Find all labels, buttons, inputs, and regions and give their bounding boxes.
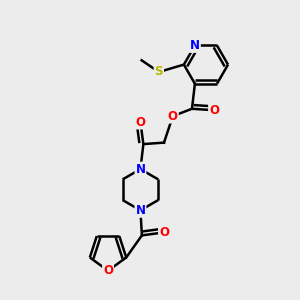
Text: O: O <box>103 264 113 277</box>
Text: S: S <box>154 65 163 79</box>
Text: N: N <box>135 204 146 217</box>
Text: N: N <box>135 163 146 176</box>
Text: O: O <box>168 110 178 123</box>
Text: O: O <box>159 226 169 239</box>
Text: O: O <box>135 116 146 128</box>
Text: N: N <box>190 39 200 52</box>
Text: O: O <box>209 104 219 117</box>
